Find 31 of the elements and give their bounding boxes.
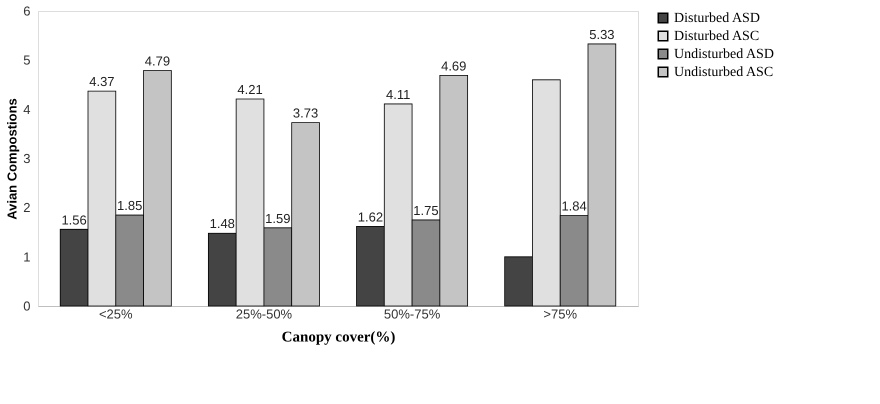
legend-label: Undisturbed ASD: [674, 47, 774, 62]
data-label: 1.62: [358, 209, 384, 224]
data-label: 1.85: [117, 198, 142, 214]
y-tick-label: 6: [23, 4, 30, 18]
data-label: 1.56: [61, 212, 87, 228]
y-tick-label: 5: [23, 52, 30, 68]
y-tick-label: 2: [23, 200, 30, 216]
y-axis-title: Avian Compostions: [4, 98, 20, 220]
data-label: 4.37: [89, 74, 115, 90]
x-tick-label: <25%: [98, 306, 134, 322]
x-axis-title: Canopy cover(%): [282, 330, 396, 346]
x-tick-label: >75%: [543, 306, 578, 322]
y-tick-label: 4: [23, 102, 30, 117]
data-label: 4.11: [386, 86, 410, 102]
legend-label: Disturbed ASC: [674, 29, 760, 44]
data-label: 5.33: [589, 26, 615, 42]
legend-label: Undisturbed ASC: [674, 65, 774, 80]
data-label: 4.79: [144, 53, 170, 68]
data-label: 1.75: [413, 202, 439, 218]
y-tick-label: 0: [23, 298, 30, 314]
data-label: 1.48: [210, 216, 235, 232]
x-tick-label: 25%-50%: [236, 306, 293, 322]
data-label: 4.69: [441, 58, 466, 74]
y-tick-label: 3: [23, 151, 30, 166]
data-label: 3.73: [292, 106, 318, 121]
x-tick-label: 50%-75%: [384, 306, 441, 322]
data-label: 1.59: [265, 210, 290, 226]
legend-label: Disturbed ASD: [674, 11, 760, 26]
y-tick-label: 1: [23, 249, 30, 264]
data-label: 1.84: [561, 198, 587, 214]
data-label: 4.21: [237, 82, 263, 98]
